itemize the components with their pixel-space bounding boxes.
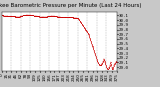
Text: Milwaukee Barometric Pressure per Minute (Last 24 Hours): Milwaukee Barometric Pressure per Minute… <box>0 3 142 8</box>
